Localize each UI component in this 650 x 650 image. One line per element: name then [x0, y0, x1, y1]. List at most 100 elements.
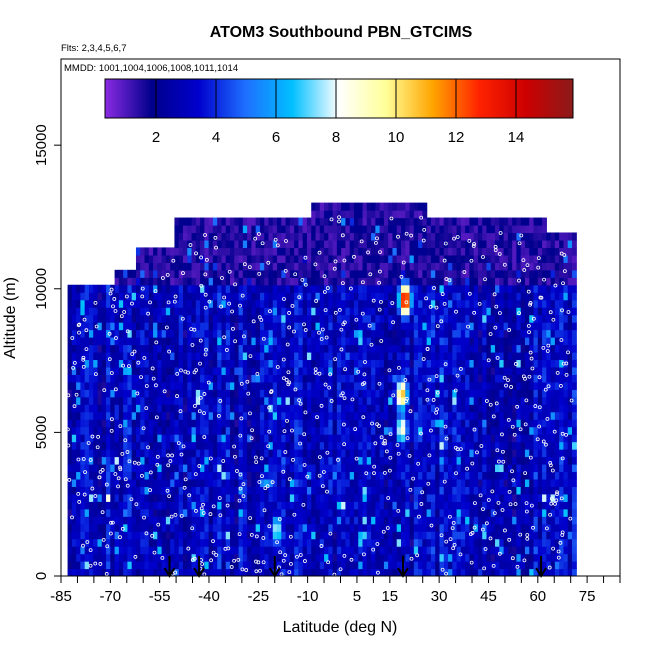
- heatmap-cell: [341, 314, 347, 323]
- heatmap-cell: [225, 307, 231, 316]
- heatmap-cell: [456, 411, 462, 420]
- heatmap-cell: [315, 531, 321, 540]
- heatmap-cell: [234, 523, 240, 532]
- heatmap-cell: [345, 538, 351, 547]
- heatmap-cell: [401, 210, 406, 219]
- heatmap-cell: [225, 471, 231, 480]
- heatmap-cell: [375, 426, 381, 435]
- heatmap-cell: [93, 292, 99, 301]
- heatmap-cell: [170, 254, 176, 263]
- heatmap-cell: [204, 486, 210, 495]
- heatmap-cell: [430, 449, 436, 458]
- heatmap-cell: [405, 508, 411, 517]
- heatmap-cell: [204, 516, 210, 525]
- heatmap-cell: [401, 284, 406, 293]
- heatmap-cell: [349, 561, 355, 570]
- heatmap-cell: [187, 441, 193, 450]
- heatmap-cell: [443, 374, 449, 383]
- heatmap-cell: [362, 337, 368, 346]
- heatmap-cell: [195, 426, 201, 435]
- heatmap-cell: [157, 501, 163, 510]
- heatmap-cell: [332, 404, 338, 413]
- heatmap-cell: [118, 434, 124, 443]
- heatmap-cell: [281, 247, 287, 256]
- heatmap-cell: [161, 538, 167, 547]
- heatmap-cell: [388, 463, 394, 473]
- heatmap-cell: [358, 284, 364, 293]
- heatmap-cell: [452, 478, 458, 487]
- heatmap-cell: [251, 523, 257, 532]
- heatmap-cell: [341, 277, 347, 286]
- heatmap-cell: [341, 463, 347, 473]
- heatmap-cell: [426, 568, 432, 576]
- heatmap-cell: [277, 538, 282, 547]
- heatmap-cell: [217, 344, 223, 353]
- heatmap-cell: [281, 381, 287, 390]
- heatmap-cell: [161, 456, 167, 465]
- heatmap-cell: [469, 314, 475, 323]
- heatmap-cell: [388, 247, 394, 256]
- heatmap-cell: [264, 299, 270, 308]
- heatmap-cell: [375, 292, 381, 301]
- heatmap-cell: [251, 344, 257, 353]
- heatmap-cell: [362, 404, 368, 413]
- heatmap-cell: [349, 344, 355, 353]
- heatmap-cell: [311, 337, 317, 346]
- heatmap-cell: [212, 463, 218, 473]
- heatmap-cell: [272, 322, 278, 331]
- heatmap-cell: [161, 269, 167, 278]
- heatmap-cell: [409, 262, 415, 271]
- heatmap-cell: [477, 359, 483, 368]
- heatmap-cell: [298, 508, 304, 517]
- heatmap-cell: [153, 314, 158, 323]
- heatmap-cell: [264, 292, 270, 301]
- heatmap-cell: [123, 277, 129, 286]
- heatmap-cell: [268, 486, 274, 495]
- heatmap-cell: [426, 486, 432, 495]
- heatmap-cell: [127, 434, 133, 443]
- heatmap-cell: [456, 419, 462, 428]
- heatmap-cell: [456, 292, 462, 301]
- heatmap-cell: [482, 501, 488, 510]
- heatmap-cell: [345, 322, 351, 331]
- heatmap-cell: [477, 307, 483, 316]
- heatmap-cell: [439, 292, 445, 301]
- heatmap-cell: [473, 493, 479, 502]
- heatmap-cell: [106, 337, 111, 346]
- heatmap-cell: [341, 262, 347, 271]
- heatmap-cell: [383, 232, 389, 241]
- heatmap-cell: [268, 269, 274, 278]
- heatmap-cell: [204, 351, 210, 361]
- heatmap-cell: [272, 337, 278, 346]
- heatmap-cell: [383, 254, 389, 263]
- heatmap-cell: [76, 441, 82, 450]
- heatmap-cell: [353, 314, 359, 323]
- heatmap-cell: [230, 411, 235, 420]
- heatmap-cell: [204, 471, 210, 480]
- heatmap-cell: [435, 381, 441, 390]
- heatmap-cell: [259, 247, 265, 256]
- heatmap-cell: [435, 269, 441, 278]
- heatmap-cell: [76, 329, 82, 338]
- heatmap-cell: [413, 359, 419, 368]
- heatmap-cell: [383, 217, 389, 226]
- heatmap-cell: [371, 374, 376, 383]
- heatmap-cell: [495, 262, 500, 271]
- heatmap-cell: [76, 523, 82, 532]
- heatmap-cell: [465, 292, 470, 301]
- heatmap-cell: [302, 411, 308, 420]
- heatmap-cell: [460, 337, 466, 346]
- heatmap-cell: [259, 239, 265, 249]
- heatmap-cell: [383, 568, 389, 576]
- heatmap-cell: [319, 508, 325, 517]
- heatmap-cell: [383, 441, 389, 450]
- heatmap-cell: [123, 351, 129, 361]
- heatmap-cell: [161, 344, 167, 353]
- heatmap-cell: [88, 359, 94, 368]
- heatmap-cell: [298, 441, 304, 450]
- heatmap-cell: [306, 561, 312, 570]
- heatmap-cell: [443, 396, 449, 405]
- heatmap-cell: [422, 269, 428, 278]
- heatmap-cell: [212, 314, 218, 323]
- heatmap-cell: [520, 501, 526, 510]
